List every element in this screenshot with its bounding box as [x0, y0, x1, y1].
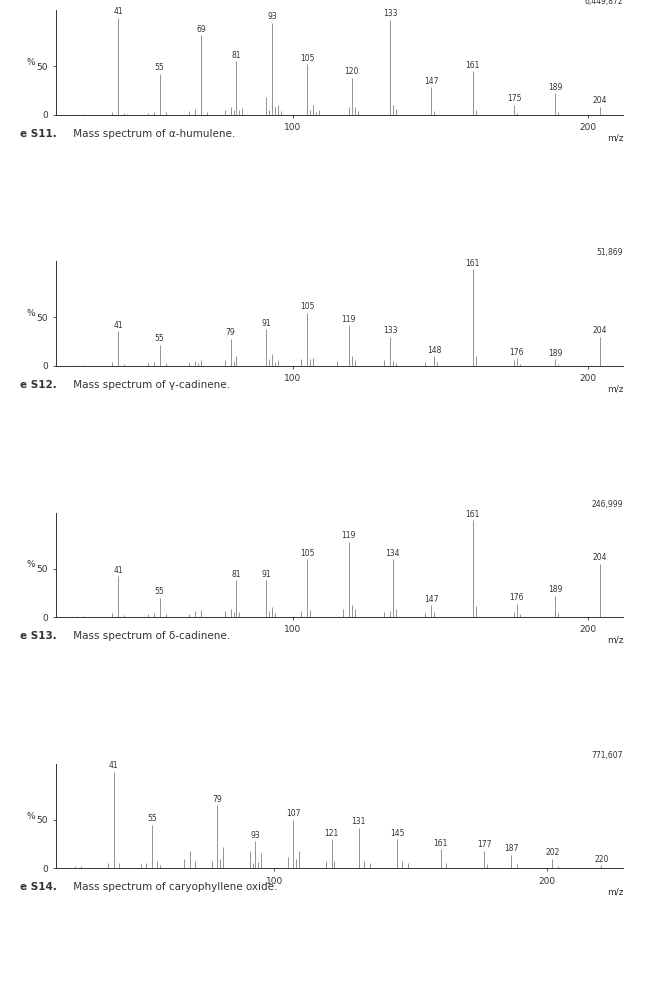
- Text: 105: 105: [300, 303, 314, 312]
- Text: 81: 81: [231, 570, 241, 579]
- Text: 133: 133: [383, 327, 397, 336]
- Text: e S14.: e S14.: [20, 882, 57, 892]
- Text: 134: 134: [386, 549, 400, 558]
- Text: Mass spectrum of caryophyllene oxide.: Mass spectrum of caryophyllene oxide.: [70, 882, 277, 892]
- Text: 41: 41: [113, 7, 123, 16]
- Text: 187: 187: [505, 844, 518, 853]
- Text: 161: 161: [434, 838, 448, 847]
- Text: 41: 41: [113, 566, 123, 575]
- Text: 161: 161: [465, 510, 480, 519]
- Text: 202: 202: [545, 848, 560, 857]
- Text: 131: 131: [351, 817, 366, 826]
- Text: 147: 147: [424, 595, 438, 604]
- Text: 91: 91: [261, 570, 271, 579]
- Text: m/z: m/z: [607, 887, 623, 896]
- Text: 121: 121: [324, 829, 339, 838]
- Text: 105: 105: [300, 54, 314, 62]
- Text: 176: 176: [510, 348, 524, 357]
- Text: 119: 119: [341, 315, 356, 324]
- Text: Mass spectrum of α-humulene.: Mass spectrum of α-humulene.: [70, 129, 235, 139]
- Text: 148: 148: [427, 346, 442, 355]
- Text: Mass spectrum of γ-cadinene.: Mass spectrum of γ-cadinene.: [70, 380, 229, 390]
- Text: 105: 105: [300, 549, 314, 558]
- Text: 175: 175: [507, 94, 521, 104]
- Text: 55: 55: [147, 814, 156, 823]
- Text: 133: 133: [383, 9, 397, 18]
- Text: 145: 145: [390, 829, 404, 838]
- Text: Mass spectrum of δ-cadinene.: Mass spectrum of δ-cadinene.: [70, 631, 230, 641]
- Text: 204: 204: [592, 327, 607, 336]
- Text: 246,999: 246,999: [591, 499, 623, 509]
- Text: 189: 189: [548, 82, 562, 91]
- Text: 161: 161: [465, 60, 480, 69]
- Text: e S12.: e S12.: [20, 380, 56, 390]
- Text: 147: 147: [424, 77, 438, 86]
- Y-axis label: %: %: [27, 310, 35, 318]
- Y-axis label: %: %: [27, 812, 35, 820]
- Text: 204: 204: [592, 96, 607, 106]
- Y-axis label: %: %: [27, 561, 35, 569]
- Y-axis label: %: %: [27, 58, 35, 66]
- Text: 204: 204: [592, 554, 607, 563]
- Text: 69: 69: [196, 25, 206, 34]
- Text: 220: 220: [594, 855, 609, 864]
- Text: 41: 41: [109, 761, 119, 770]
- Text: 41: 41: [113, 321, 123, 330]
- Text: 79: 79: [212, 795, 222, 804]
- Text: 93: 93: [267, 12, 276, 21]
- Text: 79: 79: [225, 329, 235, 338]
- Text: 120: 120: [344, 67, 359, 76]
- Text: e S11.: e S11.: [20, 129, 56, 139]
- Text: 189: 189: [548, 585, 562, 594]
- Text: 93: 93: [251, 831, 260, 840]
- Text: e S13.: e S13.: [20, 631, 56, 641]
- Text: 161: 161: [465, 258, 480, 267]
- Text: 91: 91: [261, 319, 271, 328]
- Text: m/z: m/z: [607, 385, 623, 394]
- Text: m/z: m/z: [607, 636, 623, 645]
- Text: 81: 81: [231, 51, 241, 60]
- Text: 55: 55: [155, 63, 164, 72]
- Text: 771,607: 771,607: [591, 751, 623, 760]
- Text: 51,869: 51,869: [597, 248, 623, 257]
- Text: 55: 55: [155, 334, 164, 343]
- Text: m/z: m/z: [607, 134, 623, 143]
- Text: 189: 189: [548, 349, 562, 358]
- Text: 176: 176: [510, 593, 524, 602]
- Text: 6,449,872: 6,449,872: [585, 0, 623, 6]
- Text: 107: 107: [286, 809, 301, 818]
- Text: 55: 55: [155, 587, 164, 596]
- Text: 177: 177: [477, 840, 491, 849]
- Text: 119: 119: [341, 531, 356, 540]
